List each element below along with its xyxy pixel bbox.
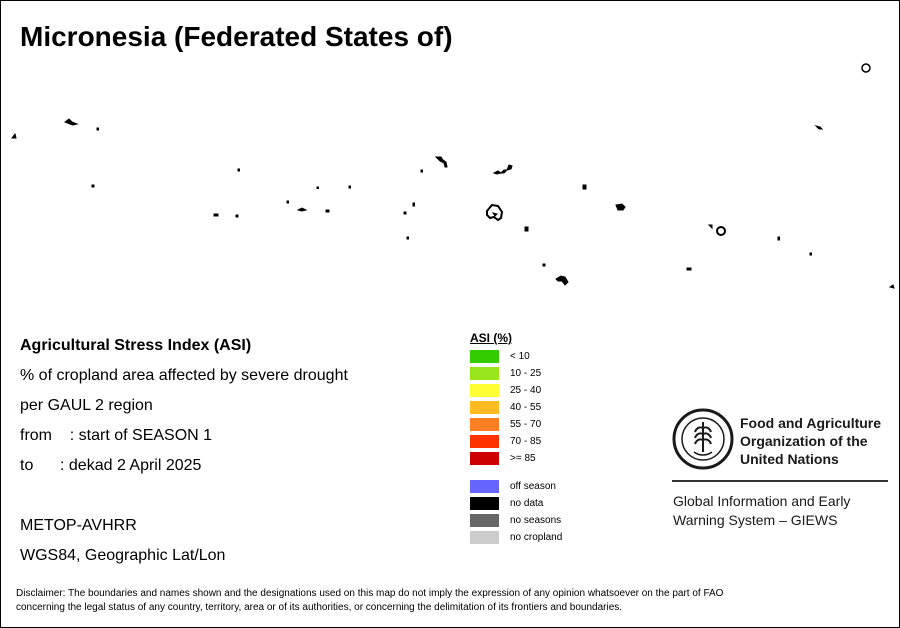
island (524, 226, 529, 232)
period-from: from : start of SEASON 1 (20, 427, 213, 444)
island (542, 263, 546, 267)
legend-label: 70 - 85 (510, 436, 542, 447)
island (420, 169, 423, 173)
legend-swatch (470, 384, 499, 397)
legend-swatch (470, 531, 499, 544)
index-unit: per GAUL 2 region (20, 397, 153, 414)
legend-label: no cropland (510, 532, 563, 543)
island (403, 211, 407, 215)
island (686, 267, 692, 271)
disclaimer-line: concerning the legal status of any count… (16, 602, 623, 613)
island (582, 184, 587, 190)
island (412, 202, 415, 207)
legend-label: 40 - 55 (510, 402, 542, 413)
sensor-label: METOP-AVHRR (20, 517, 137, 534)
island (716, 226, 726, 236)
legend-swatch (470, 401, 499, 414)
island (316, 186, 319, 189)
index-name: Agricultural Stress Index (ASI) (20, 337, 252, 354)
legend-label: >= 85 (510, 453, 536, 464)
map-title: Micronesia (Federated States of) (20, 21, 453, 52)
island (235, 214, 239, 218)
legend-swatch (470, 514, 499, 527)
legend-title: ASI (%) (470, 331, 512, 345)
island (707, 224, 713, 230)
island (888, 284, 895, 289)
island (861, 63, 871, 73)
island (809, 252, 812, 256)
legend-label: < 10 (510, 351, 530, 362)
legend-label: off season (510, 481, 556, 492)
logo-divider (672, 480, 888, 482)
giews-name: Global Information and Early Warning Sys… (673, 492, 850, 530)
island (348, 185, 351, 189)
island (91, 184, 95, 188)
legend-swatch (470, 418, 499, 431)
island (296, 207, 308, 212)
index-description: % of cropland area affected by severe dr… (20, 367, 348, 384)
legend-swatch (470, 497, 499, 510)
island (491, 212, 498, 217)
organization-name: Food and Agriculture Organization of the… (740, 414, 881, 468)
island (213, 213, 219, 217)
fao-logo-icon (672, 408, 734, 470)
legend-label: no seasons (510, 515, 562, 526)
legend-swatch (470, 350, 499, 363)
legend-label: 10 - 25 (510, 368, 542, 379)
legend-label: 25 - 40 (510, 385, 542, 396)
island (615, 203, 626, 211)
island (11, 132, 17, 139)
organization-name-line: Organization of the (740, 433, 868, 449)
organization-name-line: United Nations (740, 451, 839, 467)
island (286, 200, 289, 204)
legend-label: no data (510, 498, 544, 509)
giews-name-line: Warning System – GIEWS (673, 512, 838, 528)
projection-label: WGS84, Geographic Lat/Lon (20, 547, 226, 564)
legend-swatch (470, 480, 499, 493)
legend-label: 55 - 70 (510, 419, 542, 430)
island (814, 125, 824, 130)
period-to: to : dekad 2 April 2025 (20, 457, 202, 474)
island (492, 164, 513, 175)
disclaimer-line: Disclaimer: The boundaries and names sho… (16, 588, 724, 599)
island (237, 168, 240, 172)
disclaimer: Disclaimer: The boundaries and names sho… (16, 587, 886, 615)
island (434, 156, 448, 168)
island (63, 118, 79, 126)
island (325, 209, 330, 213)
island (486, 203, 504, 222)
legend-swatch (470, 435, 499, 448)
legend-swatch (470, 367, 499, 380)
organization-name-line: Food and Agriculture (740, 415, 882, 431)
island-map (11, 63, 895, 289)
island (96, 127, 99, 131)
giews-name-line: Global Information and Early (673, 493, 851, 509)
legend-swatch (470, 452, 499, 465)
island (555, 275, 569, 286)
island (406, 236, 409, 240)
island (777, 236, 780, 241)
